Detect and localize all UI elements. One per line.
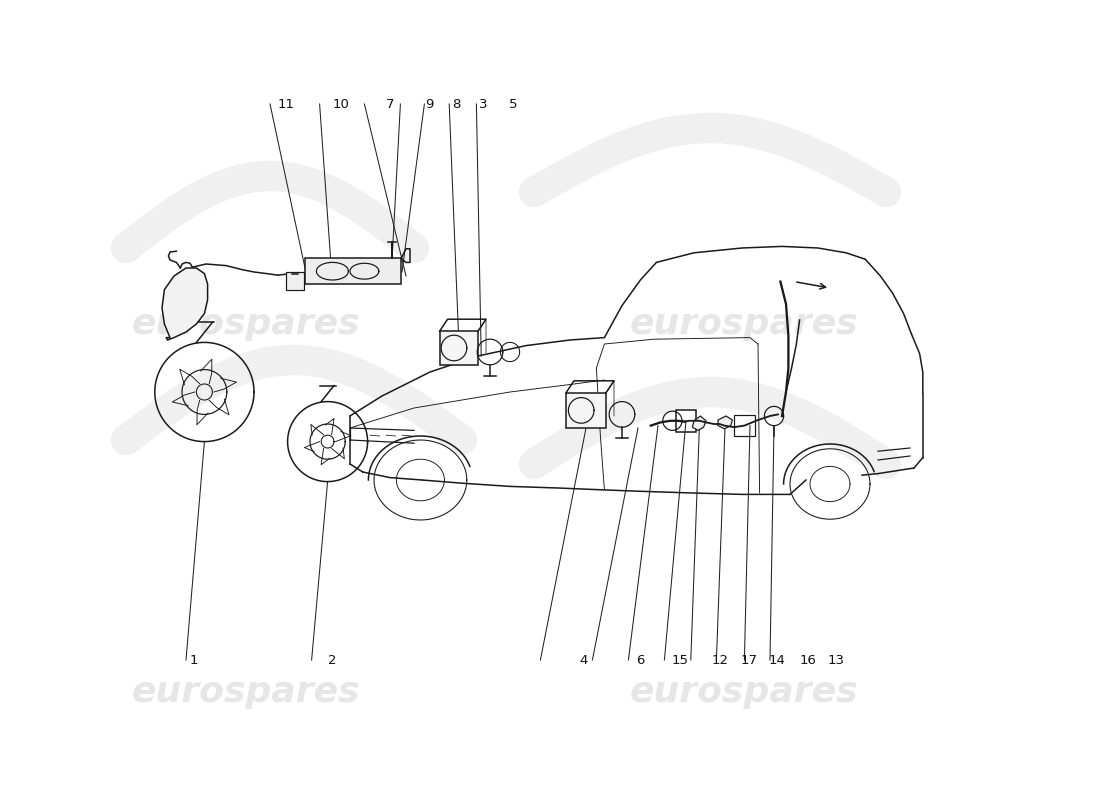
Text: 5: 5 bbox=[509, 98, 517, 110]
Text: 11: 11 bbox=[277, 98, 295, 110]
Text: 16: 16 bbox=[800, 654, 816, 666]
Bar bbox=[675, 410, 696, 432]
Text: eurospares: eurospares bbox=[629, 307, 858, 341]
Text: 3: 3 bbox=[478, 98, 487, 110]
Text: 9: 9 bbox=[426, 98, 433, 110]
Bar bbox=[734, 415, 755, 436]
Text: 13: 13 bbox=[827, 654, 845, 666]
Text: eurospares: eurospares bbox=[132, 307, 361, 341]
Polygon shape bbox=[162, 268, 208, 340]
Bar bbox=[440, 331, 478, 365]
Text: 2: 2 bbox=[328, 654, 336, 666]
Text: 15: 15 bbox=[672, 654, 689, 666]
Text: 7: 7 bbox=[386, 98, 394, 110]
Text: 17: 17 bbox=[740, 654, 758, 666]
Bar bbox=[286, 272, 304, 290]
Polygon shape bbox=[692, 416, 706, 430]
Text: 10: 10 bbox=[332, 98, 349, 110]
Text: 6: 6 bbox=[637, 654, 645, 666]
Text: 4: 4 bbox=[580, 654, 587, 666]
Text: 12: 12 bbox=[712, 654, 728, 666]
Text: eurospares: eurospares bbox=[629, 675, 858, 709]
Bar bbox=[566, 393, 606, 428]
Polygon shape bbox=[718, 416, 733, 429]
Text: 1: 1 bbox=[189, 654, 198, 666]
Bar bbox=[305, 258, 402, 284]
Text: eurospares: eurospares bbox=[132, 675, 361, 709]
Text: 14: 14 bbox=[769, 654, 785, 666]
Text: 8: 8 bbox=[452, 98, 460, 110]
